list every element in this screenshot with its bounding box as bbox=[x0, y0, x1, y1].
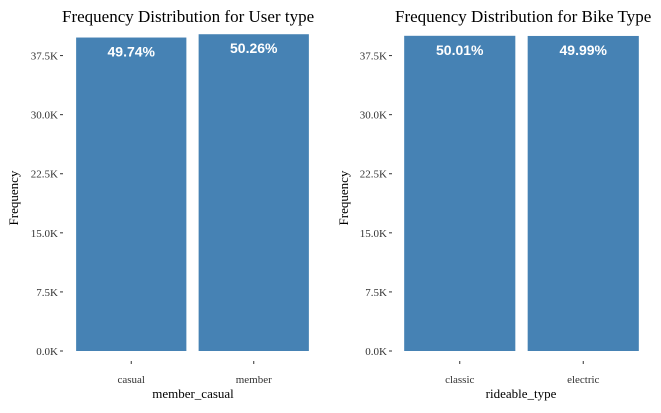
y-tick-label: 37.5K bbox=[31, 51, 58, 63]
bar-data-label: 49.74% bbox=[108, 44, 156, 60]
y-tick-label: 0.0K bbox=[36, 346, 58, 358]
y-axis-label: Frequency bbox=[6, 170, 21, 225]
bar-data-label: 50.01% bbox=[436, 42, 484, 58]
bar-member bbox=[198, 34, 309, 351]
y-tick-label: 15.0K bbox=[360, 228, 387, 240]
bar-classic bbox=[404, 35, 516, 352]
y-axis-label: Frequency bbox=[336, 170, 351, 225]
y-tick-label: 15.0K bbox=[31, 228, 58, 240]
x-axis-label: rideable_type bbox=[486, 386, 557, 401]
y-tick-label: 7.5K bbox=[365, 287, 387, 299]
x-tick-label: casual bbox=[118, 374, 145, 386]
y-tick-label: 22.5K bbox=[360, 169, 387, 181]
chart-title-2: Frequency Distribution for Bike Type bbox=[395, 7, 651, 26]
bar-data-label: 50.26% bbox=[230, 40, 278, 56]
y-tick-label: 22.5K bbox=[31, 169, 58, 181]
chart-title-1: Frequency Distribution for User type bbox=[62, 7, 314, 26]
x-tick-label: electric bbox=[567, 374, 599, 386]
x-tick-label: classic bbox=[445, 374, 474, 386]
bar-data-label: 49.99% bbox=[560, 42, 608, 58]
y-tick-label: 30.0K bbox=[31, 110, 58, 122]
y-tick-label: 7.5K bbox=[36, 287, 58, 299]
x-axis-label: member_casual bbox=[152, 386, 234, 401]
y-tick-label: 0.0K bbox=[365, 346, 387, 358]
y-tick-label: 37.5K bbox=[360, 51, 387, 63]
x-tick-label: member bbox=[236, 374, 272, 386]
y-tick-label: 30.0K bbox=[360, 110, 387, 122]
bar-casual bbox=[76, 37, 187, 351]
bar-electric bbox=[527, 35, 639, 352]
